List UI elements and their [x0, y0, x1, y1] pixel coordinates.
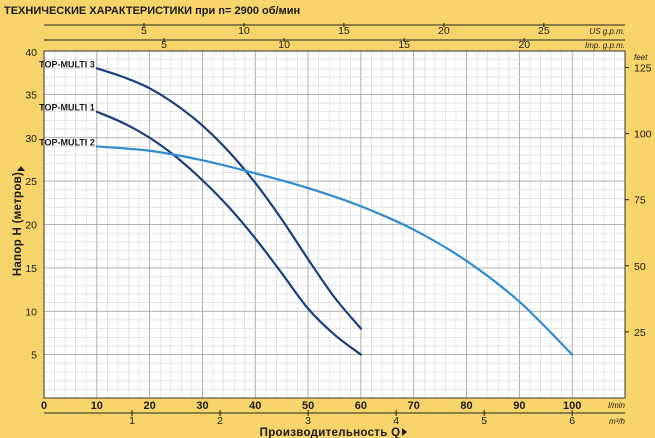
- top-axis-us-tick-label: 20: [438, 25, 450, 37]
- x2-axis-ticks: 1 2 3 4 5 6: [129, 410, 575, 427]
- x2-tick-label: 2: [217, 415, 223, 427]
- x-axis-title: Производительность Q: [260, 427, 401, 438]
- y2-axis-ticks: 25 50 75 100 125: [625, 62, 652, 339]
- y2-axis-unit: feet: [634, 53, 648, 62]
- top-axis-imp-ticks: 5 10 15 20: [161, 38, 530, 51]
- x-tick-label: 70: [408, 400, 420, 412]
- x2-tick-label: 5: [481, 415, 487, 427]
- y-tick-label: 10: [25, 306, 37, 318]
- x2-tick-label: 4: [393, 415, 399, 427]
- x-axis-ticks: 0 10 20 30 40 50 60 70 80 90 100: [41, 400, 581, 412]
- top-axis-us-tick-label: 10: [238, 25, 250, 37]
- x2-tick-label: 6: [569, 415, 575, 427]
- x2-tick-label: 3: [305, 415, 311, 427]
- y2-tick-label: 25: [634, 327, 646, 339]
- x-tick-label: 100: [563, 400, 581, 412]
- series-line-3: [95, 145, 574, 356]
- top-axis-imp-tick-label: 5: [161, 39, 167, 51]
- x-axis-arrow-icon: [402, 428, 407, 436]
- x-tick-label: 80: [460, 400, 472, 412]
- x-tick-label: 10: [91, 400, 103, 412]
- x-tick-label: 20: [144, 400, 156, 412]
- top-axis-imp-tick-label: 10: [278, 39, 290, 51]
- grid-lines: [44, 51, 625, 398]
- series-label-1: TOP-MULTI 3: [39, 59, 95, 69]
- top-axis-us-ticks: 5 10 15 20 25: [141, 23, 550, 37]
- series-label-3: TOP-MULTI 2: [39, 137, 95, 147]
- x-tick-label: 60: [355, 400, 367, 412]
- x-tick-label: 50: [302, 400, 314, 412]
- y2-tick-label: 75: [634, 195, 646, 207]
- y-tick-label: 30: [25, 133, 37, 145]
- series-line-2: [95, 110, 363, 356]
- top-axis-us-unit: US g.p.m.: [589, 27, 625, 36]
- y-axis-arrow-icon: [17, 166, 25, 171]
- y-tick-label: 5: [31, 350, 37, 362]
- x-tick-label: 90: [513, 400, 525, 412]
- top-axis-us-tick-label: 5: [141, 25, 147, 37]
- y-axis-ticks: 5 10 15 20 25 30 35: [25, 89, 37, 361]
- chart-title: ТЕХНИЧЕСКИЕ ХАРАКТЕРИСТИКИ при n= 2900 о…: [4, 5, 300, 17]
- top-axis-us-tick-label: 15: [338, 25, 350, 37]
- x2-axis-unit: m³/h: [609, 417, 626, 426]
- x-tick-label: 30: [196, 400, 208, 412]
- y2-tick-label: 125: [634, 62, 652, 74]
- series-group: TOP-MULTI 3 TOP-MULTI 1 TOP-MULTI 2: [39, 59, 574, 356]
- top-axis-us-tick-label: 25: [538, 25, 550, 37]
- top-axis-imp-unit: Imp. g.p.m.: [585, 41, 625, 50]
- series-label-2: TOP-MULTI 1: [39, 103, 95, 113]
- series-line-1: [95, 67, 363, 330]
- y-tick-label: 35: [25, 89, 37, 101]
- plot-border: [43, 50, 626, 399]
- top-axis-imp-tick-label: 20: [518, 39, 530, 51]
- y-tick-label: 25: [25, 176, 37, 188]
- y-tick-label: 40: [25, 47, 37, 59]
- x2-tick-label: 1: [129, 415, 135, 427]
- x-axis-unit: l/min: [608, 401, 625, 410]
- top-axis-imp-tick-label: 15: [398, 39, 410, 51]
- x-tick-label: 40: [249, 400, 261, 412]
- x-tick-label: 0: [41, 400, 47, 412]
- y2-tick-label: 50: [634, 261, 646, 273]
- y2-tick-label: 100: [634, 129, 652, 141]
- y-axis-title: Напор H (метров): [12, 172, 24, 276]
- y-tick-label: 15: [25, 263, 37, 275]
- y-tick-label: 20: [25, 220, 37, 232]
